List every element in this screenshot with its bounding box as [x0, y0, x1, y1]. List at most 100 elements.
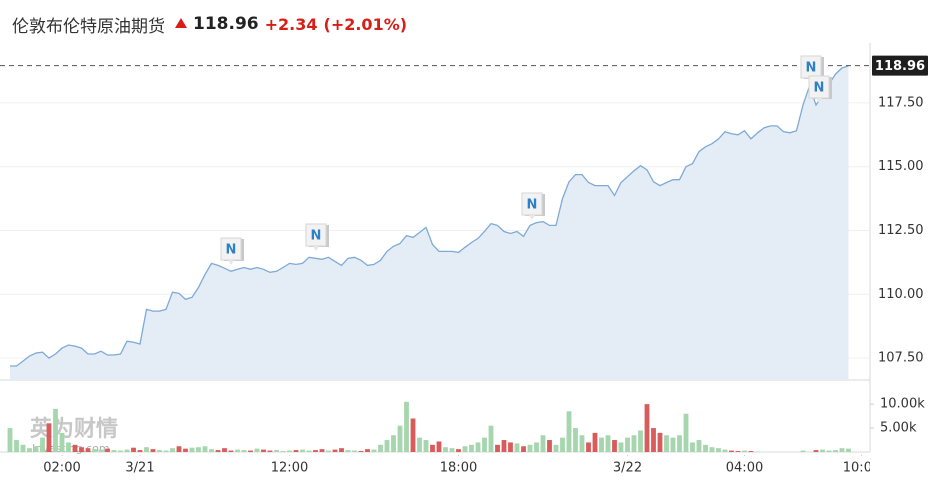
volume-bar	[131, 447, 136, 452]
volume-bar	[677, 435, 682, 452]
volume-bar	[332, 449, 338, 452]
volume-bar	[202, 446, 208, 452]
volume-bar	[625, 437, 630, 452]
volume-bar	[92, 449, 97, 452]
volume-bar	[566, 411, 572, 452]
volume-bar	[287, 450, 292, 452]
volume-bar	[215, 450, 221, 452]
volume-bar	[742, 450, 747, 452]
volume-bar	[618, 442, 624, 452]
volume-bar	[144, 447, 149, 452]
news-marker-pointer	[529, 215, 535, 220]
volume-bar	[378, 444, 383, 452]
y-tick-label: 110.00	[878, 287, 924, 302]
x-tick-label: 18:00	[440, 461, 477, 476]
volume-bar	[664, 435, 669, 452]
volume-bar	[599, 437, 604, 452]
volume-bar	[85, 448, 91, 452]
volume-bar	[261, 449, 266, 452]
last-price-tag	[872, 55, 928, 76]
volume-bar	[33, 446, 39, 452]
volume-bar	[573, 428, 578, 452]
up-arrow-icon	[175, 18, 187, 28]
volume-bar	[111, 450, 117, 452]
news-marker-label: N	[806, 61, 817, 76]
volume-bar	[826, 450, 832, 452]
volume-bar	[475, 442, 481, 452]
volume-bar	[683, 413, 689, 452]
volume-bar	[183, 448, 188, 452]
volume-bar	[209, 449, 214, 452]
volume-bar	[7, 428, 13, 452]
volume-bar	[66, 442, 71, 452]
volume-bar	[508, 442, 513, 452]
volume-bar	[417, 437, 422, 452]
volume-bar	[605, 435, 611, 452]
volume-bar	[157, 450, 162, 452]
volume-bar	[410, 418, 416, 452]
volume-bar	[547, 440, 552, 452]
volume-bar	[319, 449, 325, 452]
last-price: 118.96	[193, 14, 259, 34]
volume-bar	[40, 437, 45, 452]
news-marker-label: N	[814, 81, 825, 96]
volume-bar	[690, 442, 695, 452]
volume-bar	[527, 444, 533, 452]
volume-bar	[612, 440, 617, 452]
price-line	[10, 65, 849, 367]
volume-bar	[293, 450, 299, 452]
volume-bar	[735, 451, 741, 452]
volume-bar	[813, 450, 819, 452]
volume-bar	[833, 450, 838, 452]
volume-bar	[371, 449, 377, 452]
volume-bar	[313, 450, 318, 452]
volume-bar	[20, 444, 26, 452]
volume-bar	[267, 450, 273, 452]
price-area	[10, 65, 849, 380]
volume-bar	[716, 448, 721, 452]
volume-tick-label: 5.00k	[880, 421, 917, 436]
volume-bar	[79, 447, 84, 452]
volume-bar	[501, 440, 507, 452]
volume-bar	[365, 449, 370, 452]
volume-bar	[105, 448, 110, 452]
volume-bar	[391, 435, 396, 452]
volume-bar	[748, 451, 754, 452]
x-tick-label: 04:00	[726, 461, 763, 476]
volume-bar	[339, 448, 344, 452]
volume-bar	[553, 444, 559, 452]
volume-bar	[709, 447, 715, 452]
news-marker-pointer	[816, 98, 822, 103]
x-tick-label: 10:00	[843, 461, 880, 476]
change: +2.34	[264, 14, 318, 34]
volume-bar	[59, 432, 65, 452]
volume-bar	[222, 448, 227, 452]
volume-bar	[254, 448, 260, 452]
volume-bar	[430, 444, 435, 452]
volume-bar	[27, 448, 32, 452]
volume-bar	[306, 450, 312, 452]
volume-bar	[579, 435, 585, 452]
volume-tick-label: 10.00k	[880, 397, 925, 412]
y-tick-label: 115.00	[878, 159, 924, 174]
volume-bar	[436, 441, 442, 452]
news-marker-pointer	[313, 246, 319, 251]
volume-bar	[163, 450, 169, 452]
volume-bar	[228, 450, 234, 452]
volume-bar	[631, 435, 637, 452]
volume-bar	[98, 449, 104, 452]
volume-bar	[384, 440, 390, 452]
volume-bar	[443, 447, 448, 452]
volume-bar	[482, 437, 487, 452]
volume-bar	[300, 449, 305, 452]
volume-bar	[358, 451, 364, 452]
volume-bar	[703, 444, 708, 452]
volume-bar	[53, 408, 58, 452]
instrument-title: 伦敦布伦特原油期货	[12, 16, 165, 37]
volume-bar	[651, 428, 656, 452]
y-tick-label: 112.50	[878, 223, 924, 238]
volume-bar	[397, 425, 403, 452]
change-percent: (+2.01%)	[323, 14, 408, 34]
